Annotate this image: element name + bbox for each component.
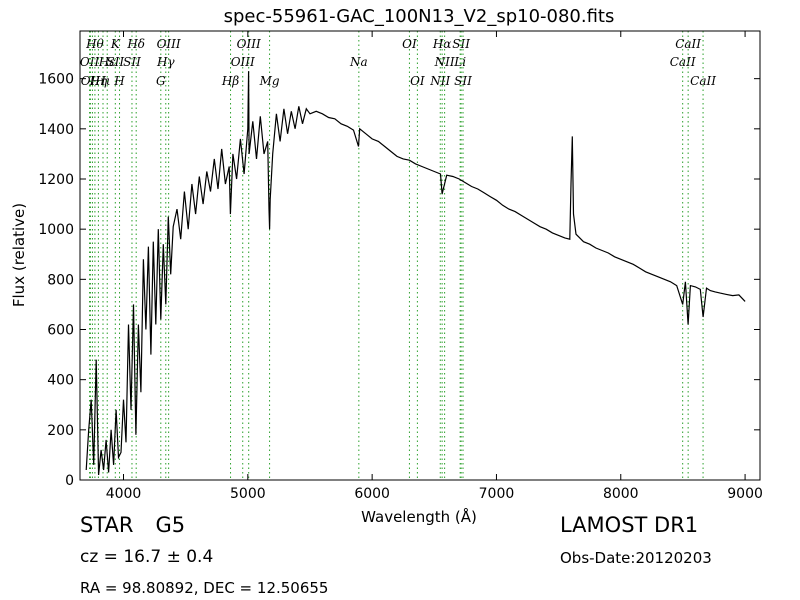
spectral-line-label: SII: [452, 37, 470, 51]
spectral-line-label: OIII: [231, 55, 255, 69]
y-tick-label: 1600: [38, 72, 74, 88]
x-tick-label: 7000: [479, 486, 515, 502]
spectral-line-label: Hα: [432, 37, 452, 51]
observation-date: Obs-Date:20120203: [560, 549, 712, 567]
y-tick-label: 400: [47, 373, 74, 389]
survey-name: LAMOST DR1: [560, 513, 699, 537]
spectral-line-label: OII: [81, 74, 101, 88]
spectral-line-label: OI: [410, 74, 425, 88]
y-tick-label: 1000: [38, 222, 74, 238]
spectral-line-label: OII: [80, 55, 100, 69]
y-tick-label: 600: [47, 322, 74, 338]
x-tick-label: 4000: [106, 486, 142, 502]
x-tick-label: 9000: [727, 486, 763, 502]
spectral-line-label: Hβ: [221, 74, 239, 88]
x-tick-label: 8000: [603, 486, 639, 502]
spectral-line-label: SII: [123, 55, 141, 69]
spectral-line-label: Na: [349, 55, 368, 69]
object-subclass: G5: [155, 513, 186, 537]
x-axis-label: Wavelength (Å): [361, 507, 477, 526]
spectral-line-label: H: [113, 74, 125, 88]
x-tick-label: 6000: [354, 486, 390, 502]
spectral-line-label: OIII: [237, 37, 261, 51]
spectral-line-label: NII: [434, 55, 455, 69]
x-tick-label: 5000: [230, 486, 266, 502]
chart-title: spec-55961-GAC_100N13_V2_sp10-080.fits: [224, 6, 615, 27]
spectral-line-label: Hδ: [126, 37, 145, 51]
spectral-line-label: SII: [454, 74, 472, 88]
spectral-line-label: CaII: [690, 74, 716, 88]
axes: 4000 5000 6000 7000 8000 9000 0 200 400 600 800 100…: [38, 30, 763, 502]
spectral-line-label: Mg: [259, 74, 280, 88]
y-tick-label: 200: [47, 423, 74, 439]
y-tick-label: 1200: [38, 172, 74, 188]
spectral-line-label: Hι: [94, 74, 110, 88]
spectral-line-label: G: [156, 74, 166, 88]
spectral-line-label: OI: [402, 37, 417, 51]
spectrum-line: [85, 71, 746, 476]
object-type: STAR: [80, 513, 134, 537]
ra-dec-coordinates: RA = 98.80892, DEC = 12.50655: [80, 579, 329, 597]
spectral-line-label: CaII: [675, 37, 701, 51]
spectral-line-label: NII: [429, 74, 450, 88]
y-axis-label: Flux (relative): [10, 203, 28, 307]
spectral-line-label: Hγ: [156, 55, 175, 69]
y-tick-label: 800: [47, 272, 74, 288]
redshift-cz: cz = 16.7 ± 0.4: [80, 547, 214, 567]
spectral-line-label: K: [110, 37, 121, 51]
spectral-line-label: Hε: [98, 55, 116, 69]
spectral-line-label: Hθ: [85, 37, 104, 51]
spectral-line-label: Li: [453, 55, 466, 69]
y-tick-label: 1400: [38, 122, 74, 138]
object-classification: STAR G5: [80, 513, 185, 537]
spectral-line-markers: OIIOIIHθHηHιHεKSIIHSIIHδGHγOIIIHβOIIIOII…: [80, 31, 716, 480]
spectral-line-label: OIII: [157, 37, 181, 51]
spectral-line-label: SII: [106, 55, 124, 69]
spectral-line-label: CaII: [670, 55, 696, 69]
spectrum-series: [85, 71, 746, 476]
plot-frame: [79, 30, 761, 481]
y-tick-label: 0: [65, 473, 74, 489]
